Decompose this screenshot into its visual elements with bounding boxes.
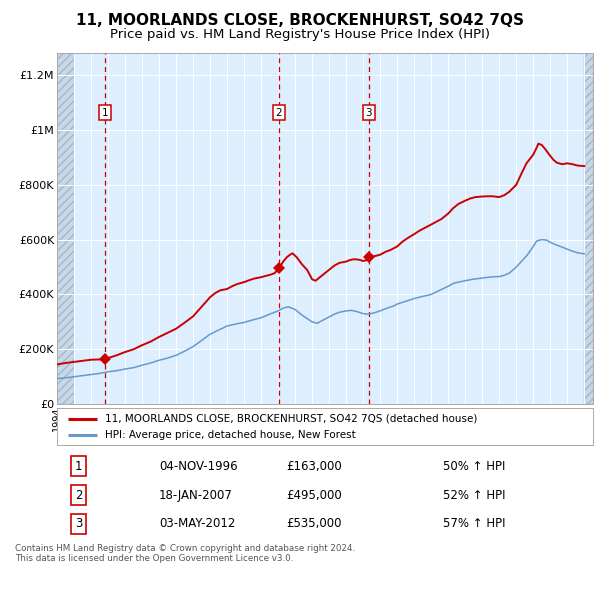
Text: £535,000: £535,000: [286, 517, 342, 530]
Text: 1: 1: [74, 460, 82, 473]
Text: 1: 1: [102, 108, 109, 118]
Text: 04-NOV-1996: 04-NOV-1996: [159, 460, 238, 473]
Text: 18-JAN-2007: 18-JAN-2007: [159, 489, 233, 502]
Text: HPI: Average price, detached house, New Forest: HPI: Average price, detached house, New …: [105, 430, 356, 440]
Bar: [584, 53, 593, 404]
Text: 03-MAY-2012: 03-MAY-2012: [159, 517, 235, 530]
Text: £495,000: £495,000: [286, 489, 342, 502]
Bar: [57, 53, 74, 404]
Text: 3: 3: [75, 517, 82, 530]
Bar: [584, 53, 593, 404]
Text: 50% ↑ HPI: 50% ↑ HPI: [443, 460, 505, 473]
Text: 2: 2: [275, 108, 282, 118]
Text: Price paid vs. HM Land Registry's House Price Index (HPI): Price paid vs. HM Land Registry's House …: [110, 28, 490, 41]
Text: 52% ↑ HPI: 52% ↑ HPI: [443, 489, 505, 502]
Text: 3: 3: [365, 108, 372, 118]
Text: Contains HM Land Registry data © Crown copyright and database right 2024.
This d: Contains HM Land Registry data © Crown c…: [15, 544, 355, 563]
Text: 57% ↑ HPI: 57% ↑ HPI: [443, 517, 505, 530]
Bar: [57, 53, 74, 404]
Text: 11, MOORLANDS CLOSE, BROCKENHURST, SO42 7QS (detached house): 11, MOORLANDS CLOSE, BROCKENHURST, SO42 …: [105, 414, 478, 424]
Text: 11, MOORLANDS CLOSE, BROCKENHURST, SO42 7QS: 11, MOORLANDS CLOSE, BROCKENHURST, SO42 …: [76, 13, 524, 28]
Text: 2: 2: [74, 489, 82, 502]
Text: £163,000: £163,000: [286, 460, 342, 473]
